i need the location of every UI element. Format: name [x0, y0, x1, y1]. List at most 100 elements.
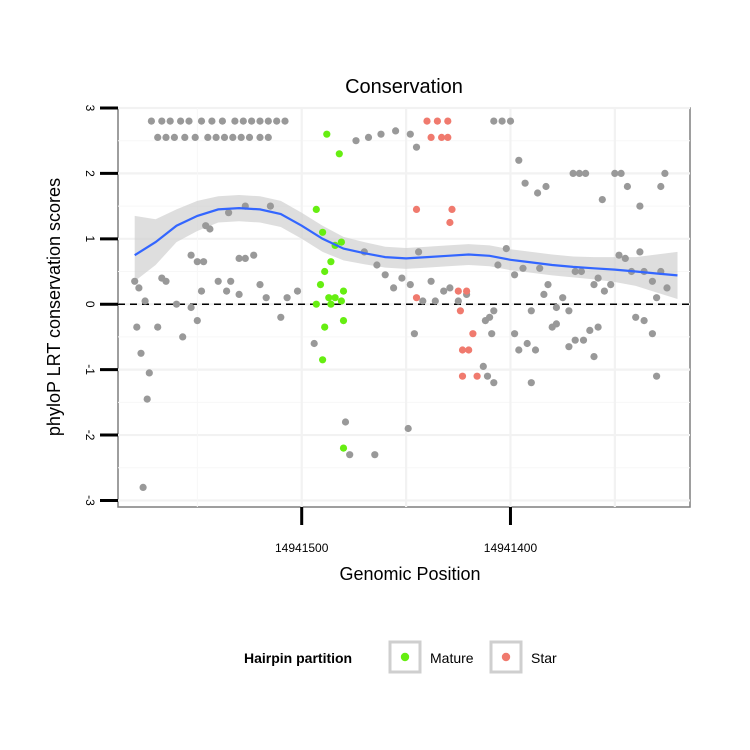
point-mature: [335, 150, 343, 158]
point-mature: [339, 287, 348, 295]
point-star: [463, 287, 471, 295]
point-other: [527, 379, 535, 387]
point-other: [162, 277, 170, 285]
point-other: [488, 330, 496, 338]
point-star: [427, 133, 435, 141]
legend: Hairpin partition Mature Star: [244, 640, 557, 674]
point-other: [490, 307, 498, 315]
point-other: [663, 284, 671, 292]
point-other: [479, 362, 487, 370]
point-other: [181, 133, 189, 141]
point-other: [594, 323, 602, 331]
confidence-band-area: [134, 195, 678, 299]
point-other: [498, 117, 506, 125]
point-other: [404, 424, 412, 433]
point-other: [170, 133, 178, 141]
point-mature: [337, 297, 345, 305]
x-axis: 14941500 14941400: [275, 507, 537, 555]
point-mature: [312, 300, 320, 308]
point-star: [473, 372, 481, 380]
point-mature: [319, 356, 327, 364]
point-other: [552, 320, 561, 328]
point-other: [571, 267, 579, 276]
point-other: [540, 290, 548, 298]
gridlines: [118, 106, 690, 507]
point-mature: [319, 228, 327, 236]
point-other: [648, 330, 657, 338]
point-other: [653, 372, 661, 380]
point-other: [143, 395, 151, 403]
point-other: [281, 117, 289, 125]
point-other: [200, 258, 208, 266]
point-other: [392, 127, 400, 135]
x-axis-title: Genomic Position: [339, 564, 480, 584]
point-other: [653, 294, 661, 302]
point-other: [256, 133, 264, 141]
point-other: [214, 277, 222, 285]
point-other: [565, 343, 573, 351]
point-other: [657, 182, 665, 191]
legend-key-star: [489, 640, 523, 674]
point-other: [623, 182, 632, 191]
y-tick-label: 2: [83, 170, 97, 177]
data-points: [131, 117, 671, 491]
point-other: [531, 346, 540, 354]
y-axis-title: phyloP LRT conservation scores: [44, 178, 64, 436]
point-other: [575, 169, 584, 177]
point-other: [534, 189, 542, 197]
point-other: [262, 294, 270, 302]
point-other: [571, 336, 579, 344]
legend-label-star: Star: [531, 650, 557, 666]
point-other: [145, 369, 153, 377]
point-other: [410, 330, 418, 338]
point-other: [419, 297, 427, 305]
y-tick-label: -2: [83, 430, 97, 441]
y-tick-label: 0: [83, 301, 97, 308]
point-other: [636, 248, 644, 256]
point-other: [256, 117, 264, 125]
point-other: [586, 326, 594, 334]
point-star: [412, 205, 421, 213]
point-other: [141, 297, 149, 305]
point-other: [607, 281, 615, 289]
point-other: [648, 277, 657, 285]
point-other: [277, 313, 285, 321]
point-other: [250, 251, 258, 259]
point-other: [273, 117, 281, 125]
point-mature: [327, 258, 335, 266]
point-other: [569, 169, 577, 177]
plot-panel: [117, 107, 691, 508]
point-other: [158, 117, 166, 125]
point-other: [239, 117, 247, 125]
point-mature: [316, 281, 325, 289]
point-star: [438, 133, 446, 141]
point-other: [218, 117, 226, 125]
point-other: [191, 133, 199, 141]
point-other: [398, 274, 406, 282]
x-tick-label: 14941400: [484, 541, 538, 555]
point-other: [283, 294, 291, 302]
point-mature: [321, 267, 329, 276]
smooth-trend: [134, 206, 678, 277]
point-other: [590, 353, 598, 361]
point-other: [510, 330, 519, 338]
point-other: [615, 251, 623, 259]
x-tick-label: 14941500: [275, 541, 329, 555]
point-other: [227, 277, 235, 285]
point-other: [552, 303, 561, 312]
point-other: [590, 281, 598, 289]
point-star: [446, 218, 454, 227]
point-other: [490, 117, 498, 125]
point-other: [154, 133, 162, 141]
point-other: [598, 196, 606, 204]
point-other: [544, 281, 552, 289]
legend-title: Hairpin partition: [244, 650, 352, 666]
point-other: [481, 317, 489, 325]
point-other: [632, 313, 640, 321]
point-other: [235, 290, 243, 298]
point-other: [266, 202, 274, 210]
point-other: [229, 133, 237, 141]
point-mature: [325, 294, 333, 302]
loess-smooth-line: [134, 206, 678, 277]
